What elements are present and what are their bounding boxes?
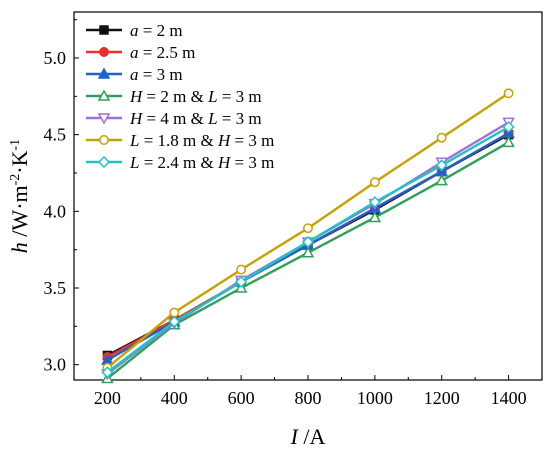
y-axis-title: h /W·m-2·K-1 (7, 139, 32, 253)
y-tick-label: 3.0 (44, 355, 67, 375)
legend-item: a = 3 m (86, 65, 183, 84)
series-7 (101, 120, 515, 379)
data-point (435, 159, 448, 172)
legend-marker (97, 155, 111, 169)
legend-marker (99, 135, 109, 145)
y-tick-label: 5.0 (44, 48, 67, 68)
legend-item: H = 2 m & L = 3 m (86, 87, 262, 106)
legend-label: L = 1.8 m & H = 3 m (129, 131, 274, 150)
x-tick-label: 1400 (491, 388, 527, 408)
x-tick-label: 600 (228, 388, 255, 408)
data-point (502, 120, 515, 134)
data-point (301, 235, 315, 249)
plot-area (73, 11, 543, 381)
legend-label: a = 2 m (130, 21, 183, 40)
legend-item: a = 2.5 m (86, 43, 195, 62)
x-tick-label: 1200 (424, 388, 460, 408)
legend-marker (97, 113, 111, 125)
data-point (169, 307, 180, 318)
y-tick-label: 3.5 (44, 278, 67, 298)
data-point (168, 315, 181, 328)
data-point (303, 223, 313, 234)
legend-label: H = 2 m & L = 3 m (129, 87, 262, 106)
y-tick-label: 4.0 (44, 201, 67, 221)
data-point (235, 275, 248, 288)
legend-marker (99, 25, 109, 35)
legend-label: a = 2.5 m (130, 43, 195, 62)
legend-marker (99, 47, 109, 57)
data-point (236, 264, 247, 275)
series-6 (102, 88, 514, 373)
legend: a = 2 m a = 2.5 m a = 3 m H = 2 m & L = 3 m… (86, 21, 274, 172)
legend-label: a = 3 m (130, 65, 183, 84)
legend-label: H = 4 m & L = 3 m (129, 109, 262, 128)
series-layer (101, 88, 515, 384)
legend-label: L = 2.4 m & H = 3 m (129, 153, 274, 172)
x-axis-title: I /A (290, 424, 326, 449)
x-tick-label: 200 (94, 388, 121, 408)
y-tick-label: 4.5 (44, 125, 67, 145)
x-tick-label: 800 (295, 388, 322, 408)
data-point (369, 177, 380, 188)
data-point (435, 174, 448, 186)
legend-marker (97, 89, 111, 101)
legend-item: L = 1.8 m & H = 3 m (86, 131, 274, 150)
x-tick-label: 400 (161, 388, 188, 408)
data-point (101, 366, 114, 379)
data-point (368, 196, 381, 209)
legend-item: H = 4 m & L = 3 m (86, 109, 262, 128)
x-tick-label: 1000 (357, 388, 393, 408)
data-point (503, 88, 514, 99)
data-point (301, 246, 315, 258)
data-point (436, 132, 447, 143)
legend-marker (97, 67, 111, 79)
data-point (368, 210, 382, 223)
x-axis-ticks: 200 400 600 800 1000 1200 1400 (73, 375, 543, 408)
legend-item: a = 2 m (86, 21, 183, 40)
data-point (502, 135, 515, 148)
y-axis-ticks: 3.0 3.5 4.0 4.5 5.0 (44, 19, 79, 375)
legend-item: L = 2.4 m & H = 3 m (86, 153, 274, 172)
